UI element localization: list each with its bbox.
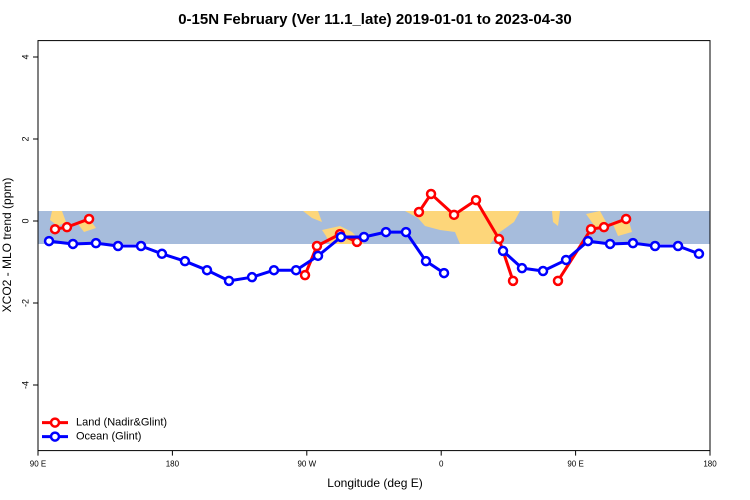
- x-tick-label: 180: [166, 460, 180, 469]
- series-point: [420, 255, 432, 267]
- x-axis-label: Longitude (deg E): [327, 476, 422, 490]
- series-point: [290, 264, 302, 276]
- series-point: [672, 240, 684, 252]
- series-point: [493, 233, 505, 245]
- series-point: [335, 231, 347, 243]
- x-tick-label: 0: [439, 460, 444, 469]
- y-tick-label: 4: [20, 54, 30, 59]
- series-point: [299, 269, 311, 281]
- series-point: [311, 240, 323, 252]
- series-point: [620, 213, 632, 225]
- series-point: [49, 223, 61, 235]
- series-point: [90, 237, 102, 249]
- y-tick-label: -2: [20, 299, 30, 307]
- series-point: [552, 275, 564, 287]
- x-tick-label: 90 W: [297, 460, 316, 469]
- series-point: [112, 240, 124, 252]
- y-tick-label: -4: [20, 381, 30, 389]
- series-point: [61, 221, 73, 233]
- y-tick-label: 0: [20, 218, 30, 223]
- series-point: [43, 235, 55, 247]
- y-axis-label: XCO2 - MLO trend (ppm): [0, 178, 14, 313]
- series-point: [585, 223, 597, 235]
- series-point: [179, 255, 191, 267]
- series-point: [537, 265, 549, 277]
- series-point: [507, 275, 519, 287]
- series-point: [649, 240, 661, 252]
- series-point: [400, 226, 412, 238]
- series-point: [448, 209, 460, 221]
- series-point: [516, 262, 528, 274]
- legend-label: Ocean (Glint): [76, 431, 141, 443]
- series-point: [604, 238, 616, 250]
- series-line: [556, 217, 627, 282]
- series-point: [497, 245, 509, 257]
- series-point: [246, 271, 258, 283]
- series-line: [502, 239, 700, 273]
- series-point: [560, 254, 572, 266]
- series-point: [438, 267, 450, 279]
- series-point: [201, 264, 213, 276]
- x-tick-label: 90 E: [567, 460, 583, 469]
- series-point: [135, 240, 147, 252]
- series-point: [470, 194, 482, 206]
- legend-marker: [49, 431, 61, 442]
- legend-marker: [49, 417, 61, 428]
- series-point: [413, 206, 425, 218]
- y-tick-label: 2: [20, 136, 30, 141]
- plot-frame: [37, 40, 711, 452]
- series-point: [582, 235, 594, 247]
- series-point: [67, 238, 79, 250]
- legend-label: Land (Nadir&Glint): [76, 417, 167, 429]
- series-point: [223, 275, 235, 287]
- series-point: [156, 248, 168, 260]
- x-tick-label: 180: [703, 460, 717, 469]
- series-point: [268, 264, 280, 276]
- series-point: [693, 248, 705, 260]
- chart-title: 0-15N February (Ver 11.1_late) 2019-01-0…: [178, 11, 572, 28]
- series-point: [83, 213, 95, 225]
- series-point: [358, 231, 370, 243]
- series-point: [425, 188, 437, 200]
- series-point: [380, 226, 392, 238]
- series-point: [598, 221, 610, 233]
- series-point: [627, 237, 639, 249]
- series-point: [312, 250, 324, 262]
- x-tick-label: 90 E: [30, 460, 46, 469]
- legend: Land (Nadir&Glint) Ocean (Glint): [42, 417, 167, 443]
